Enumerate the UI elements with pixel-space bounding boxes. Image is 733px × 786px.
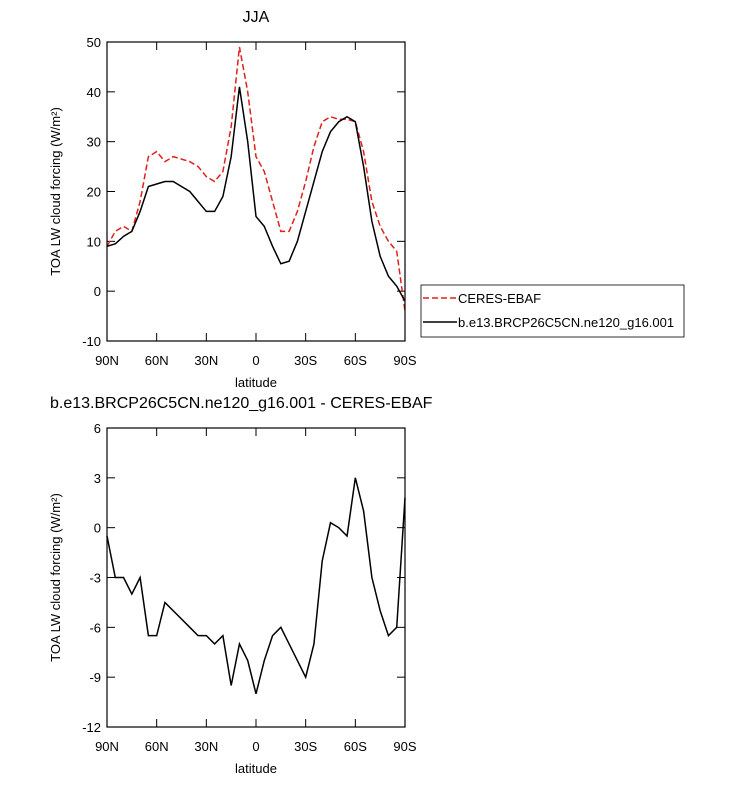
y-tick-label: -12 bbox=[82, 720, 101, 735]
data-line bbox=[106, 477, 406, 694]
y-tick-label: 10 bbox=[87, 234, 101, 249]
y-tick-label: -10 bbox=[82, 334, 101, 349]
plot-frame bbox=[106, 427, 406, 728]
y-tick-label: -6 bbox=[89, 620, 101, 635]
chart-title: JJA bbox=[243, 9, 270, 26]
x-tick-label: 0 bbox=[252, 353, 259, 368]
x-tick-label: 60S bbox=[344, 353, 367, 368]
y-tick-label: 50 bbox=[87, 35, 101, 50]
y-tick-label: 3 bbox=[94, 471, 101, 486]
x-tick-label: 60N bbox=[145, 739, 169, 754]
x-tick-label: 90S bbox=[393, 739, 416, 754]
data-line bbox=[106, 86, 406, 302]
y-tick-label: 0 bbox=[94, 284, 101, 299]
x-tick-label: 30S bbox=[294, 739, 317, 754]
legend-label: CERES-EBAF bbox=[458, 291, 541, 306]
data-line bbox=[106, 46, 406, 312]
plot-frame bbox=[106, 41, 406, 342]
x-tick-label: 30N bbox=[194, 353, 218, 368]
x-tick-label: 0 bbox=[252, 739, 259, 754]
y-tick-label: -3 bbox=[89, 571, 101, 586]
y-tick-label: 40 bbox=[87, 85, 101, 100]
legend-label: b.e13.BRCP26C5CN.ne120_g16.001 bbox=[458, 315, 674, 330]
x-tick-label: 60S bbox=[344, 739, 367, 754]
y-tick-label: 20 bbox=[87, 185, 101, 200]
y-tick-label: 6 bbox=[94, 421, 101, 436]
x-tick-label: 30N bbox=[194, 739, 218, 754]
chart-title: b.e13.BRCP26C5CN.ne120_g16.001 - CERES-E… bbox=[50, 395, 433, 412]
x-axis-label: latitude bbox=[235, 375, 277, 390]
y-tick-label: 30 bbox=[87, 135, 101, 150]
x-axis-label: latitude bbox=[235, 761, 277, 776]
x-tick-label: 60N bbox=[145, 353, 169, 368]
x-tick-label: 90N bbox=[95, 353, 119, 368]
x-tick-label: 90S bbox=[393, 353, 416, 368]
y-tick-label: 0 bbox=[94, 521, 101, 536]
x-tick-label: 90N bbox=[95, 739, 119, 754]
legend-box bbox=[420, 284, 685, 338]
y-axis-label: TOA LW cloud forcing (W/m²) bbox=[48, 107, 63, 276]
y-tick-label: -9 bbox=[89, 670, 101, 685]
x-tick-label: 30S bbox=[294, 353, 317, 368]
y-axis-label: TOA LW cloud forcing (W/m²) bbox=[48, 493, 63, 662]
